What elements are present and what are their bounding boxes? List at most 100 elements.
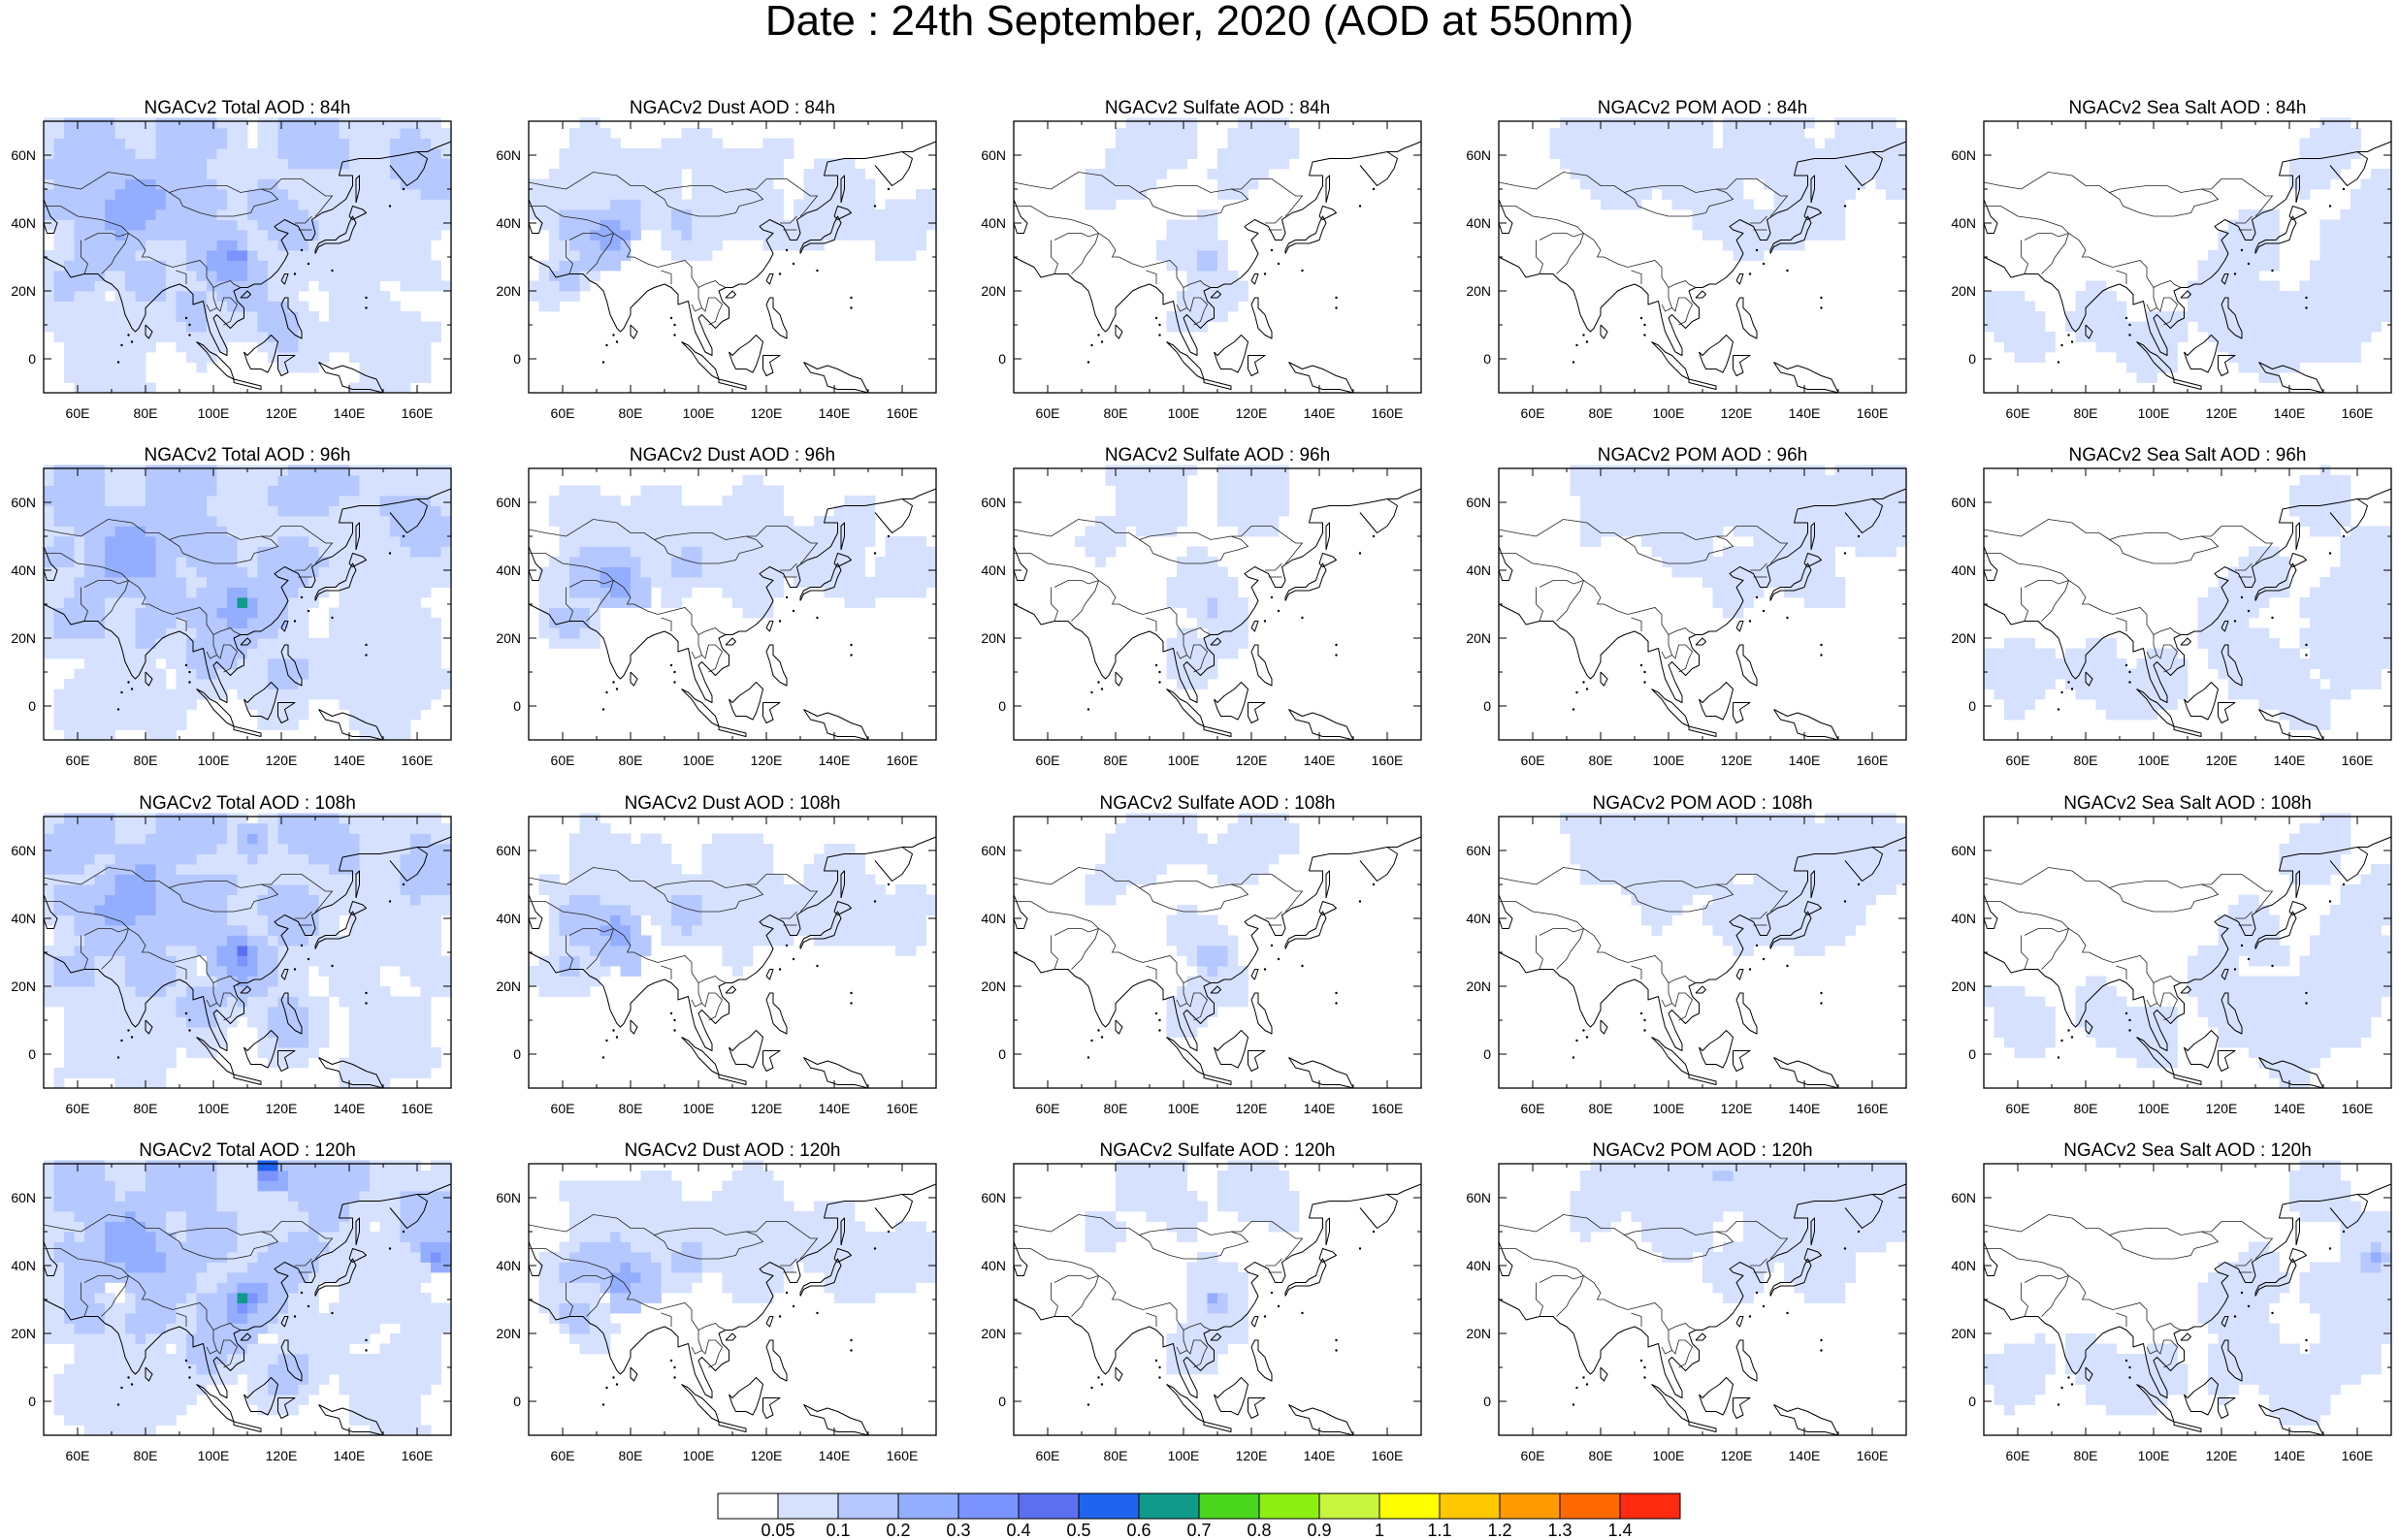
lat-tick-label: 0 — [28, 1394, 36, 1409]
panel-title: NGACv2 Dust AOD : 108h — [625, 793, 841, 814]
country-borders — [43, 519, 334, 673]
lon-tick-label: 160E — [1372, 1101, 1404, 1116]
small-islands — [601, 1230, 891, 1406]
lat-tick-label: 20N — [1466, 283, 1491, 299]
coastlines — [1983, 1183, 2392, 1436]
small-islands — [2057, 1230, 2346, 1406]
lon-tick-label: 140E — [1789, 1101, 1821, 1116]
small-islands — [116, 534, 405, 711]
lon-tick-label: 80E — [1589, 1448, 1613, 1463]
lon-tick-label: 120E — [266, 1101, 298, 1116]
lon-tick-label: 100E — [683, 1448, 715, 1463]
lon-tick-label: 60E — [551, 1101, 575, 1116]
lat-tick-label: 40N — [1951, 911, 1976, 926]
small-islands — [2057, 187, 2346, 364]
colorbar-label: 0.1 — [826, 1521, 850, 1540]
small-islands — [601, 187, 891, 364]
map-panel-dust-row1: NGACv2 Dust AOD : 84h 60E 80E 100E 120E 140E 1… — [496, 98, 937, 421]
lat-tick-label: 60N — [981, 147, 1006, 163]
lon-tick-label: 140E — [819, 1448, 851, 1463]
lon-tick-label: 160E — [1857, 1448, 1889, 1463]
panel-title: NGACv2 Sulfate AOD : 120h — [1100, 1140, 1336, 1161]
lon-tick-label: 140E — [1304, 1448, 1336, 1463]
country-borders — [1013, 172, 1304, 326]
lon-tick-label: 100E — [1168, 753, 1200, 768]
small-islands — [116, 187, 405, 364]
lat-tick-label: 60N — [981, 1190, 1006, 1205]
lat-tick-label: 0 — [1483, 351, 1491, 367]
lat-tick-label: 40N — [11, 562, 36, 578]
colorbar-swatch — [1198, 1492, 1260, 1520]
lon-tick-label: 140E — [819, 753, 851, 768]
lat-tick-label: 60N — [496, 495, 521, 510]
axis-ticks — [1983, 120, 2392, 394]
lat-tick-label: 0 — [1483, 1046, 1491, 1062]
lon-tick-label: 160E — [402, 1101, 434, 1116]
colorbar-label: 0.6 — [1126, 1521, 1151, 1540]
lon-tick-label: 140E — [1304, 753, 1336, 768]
map-panel-sulfate-row2: NGACv2 Sulfate AOD : 96h 60E 80E 100E 120E 14… — [981, 445, 1422, 768]
map-panel-pom-row1: NGACv2 POM AOD : 84h 60E 80E 100E 120E 140E 16… — [1466, 98, 1907, 421]
colorbar-label: 0.9 — [1307, 1521, 1331, 1540]
lon-tick-label: 60E — [1036, 753, 1060, 768]
lat-tick-label: 40N — [496, 911, 521, 926]
lat-tick-label: 40N — [496, 215, 521, 231]
lat-tick-label: 0 — [1968, 1046, 1976, 1062]
small-islands — [1086, 1230, 1376, 1406]
colorbar-swatch — [777, 1492, 839, 1520]
coastlines — [1983, 836, 2392, 1089]
panel-title: NGACv2 Sulfate AOD : 108h — [1100, 793, 1336, 814]
lon-tick-label: 160E — [2342, 1101, 2374, 1116]
lon-tick-label: 80E — [134, 405, 158, 421]
panel-title: NGACv2 POM AOD : 84h — [1598, 98, 1807, 118]
small-islands — [1572, 534, 1861, 711]
lon-tick-label: 80E — [1589, 1101, 1613, 1116]
lon-tick-label: 140E — [2274, 1101, 2306, 1116]
lat-tick-label: 40N — [981, 215, 1006, 231]
lat-tick-label: 40N — [1466, 215, 1491, 231]
map-panel-dust-row2: NGACv2 Dust AOD : 96h 60E 80E 100E 120E 140E 1… — [496, 445, 937, 768]
lat-tick-label: 60N — [11, 147, 36, 163]
country-borders — [1013, 1214, 1304, 1368]
lat-tick-label: 0 — [513, 698, 521, 714]
lon-tick-label: 100E — [198, 1101, 230, 1116]
colorbar-label: 1 — [1375, 1521, 1384, 1540]
lat-tick-label: 40N — [981, 1258, 1006, 1273]
lon-tick-label: 80E — [1589, 405, 1613, 421]
colorbar-swatch — [1499, 1492, 1561, 1520]
lon-tick-label: 160E — [887, 1448, 919, 1463]
map-panel-seasalt-row4: NGACv2 Sea Salt AOD : 120h 60E 80E 100E 120E… — [1951, 1140, 2392, 1463]
country-borders — [1983, 519, 2274, 673]
lon-tick-label: 60E — [551, 1448, 575, 1463]
lat-tick-label: 20N — [981, 979, 1006, 994]
lon-tick-label: 60E — [66, 1101, 90, 1116]
lat-tick-label: 40N — [981, 911, 1006, 926]
lon-tick-label: 120E — [2206, 1101, 2238, 1116]
lat-tick-label: 60N — [11, 1190, 36, 1205]
colorbar-label: 1.4 — [1607, 1521, 1632, 1540]
lat-tick-label: 60N — [11, 843, 36, 858]
panel-title: NGACv2 Sulfate AOD : 84h — [1105, 98, 1330, 118]
country-borders — [528, 519, 819, 673]
lon-tick-label: 120E — [2206, 405, 2238, 421]
axis-ticks — [43, 467, 452, 741]
lat-tick-label: 40N — [11, 1258, 36, 1273]
lat-tick-label: 20N — [496, 1326, 521, 1341]
map-panel-total-row3: NGACv2 Total AOD : 108h 60E 80E 100E 120E 140… — [11, 793, 452, 1116]
lat-tick-label: 60N — [1951, 843, 1976, 858]
lon-tick-label: 160E — [1857, 1101, 1889, 1116]
lon-tick-label: 60E — [66, 753, 90, 768]
colorbar-swatch — [717, 1492, 779, 1520]
lon-tick-label: 60E — [551, 753, 575, 768]
lon-tick-label: 80E — [1104, 405, 1128, 421]
lon-tick-label: 120E — [1721, 405, 1753, 421]
map-panel-pom-row4: NGACv2 POM AOD : 120h 60E 80E 100E 120E 140E 1… — [1466, 1140, 1907, 1463]
panel-title: NGACv2 POM AOD : 108h — [1592, 793, 1812, 814]
axis-ticks — [1498, 816, 1907, 1089]
lon-tick-label: 120E — [751, 1101, 783, 1116]
lon-tick-label: 60E — [1521, 405, 1545, 421]
main-title: Date : 24th September, 2020 (AOD at 550n… — [764, 0, 1635, 45]
lat-tick-label: 40N — [1466, 562, 1491, 578]
small-islands — [1086, 187, 1376, 364]
lat-tick-label: 40N — [1466, 911, 1491, 926]
